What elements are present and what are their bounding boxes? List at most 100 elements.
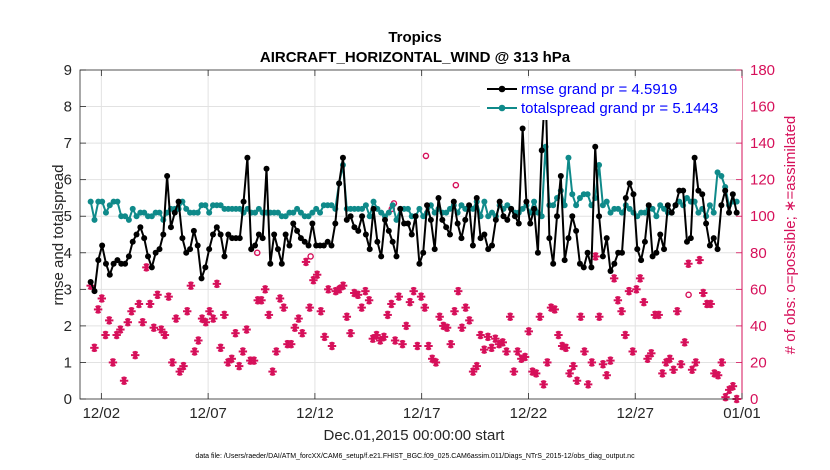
obs-assimilated-marker bbox=[498, 338, 507, 347]
rmse-point bbox=[431, 246, 438, 253]
rmse-point bbox=[194, 242, 201, 249]
rmse-point bbox=[439, 216, 446, 223]
rmse-point bbox=[190, 227, 197, 234]
rmse-point bbox=[175, 198, 182, 205]
obs-assimilated-marker bbox=[676, 360, 686, 369]
rmse-point bbox=[271, 231, 278, 238]
obs-assimilated-marker bbox=[639, 297, 649, 307]
rmse-point bbox=[729, 191, 736, 198]
rmse-point bbox=[527, 220, 534, 227]
rmse-point bbox=[156, 246, 163, 253]
rmse-point bbox=[561, 257, 568, 264]
y-left-tick-label: 2 bbox=[64, 318, 72, 335]
obs-assimilated-marker bbox=[97, 294, 107, 303]
rmse-point bbox=[209, 231, 216, 238]
rmse-point bbox=[672, 202, 679, 209]
rmse-point bbox=[370, 205, 377, 212]
rmse-point bbox=[618, 249, 625, 256]
rmse-point bbox=[466, 202, 473, 209]
obs-assimilated-marker bbox=[539, 380, 548, 389]
rmse-point bbox=[416, 260, 423, 267]
obs-assimilated-marker bbox=[476, 330, 485, 340]
y-left-tick-label: 8 bbox=[64, 99, 72, 116]
spread-point bbox=[297, 209, 304, 216]
x-tick-label: 12/17 bbox=[403, 405, 441, 422]
spread-point bbox=[550, 202, 557, 209]
obs-assimilated-marker bbox=[290, 323, 300, 332]
spread-point bbox=[596, 162, 603, 169]
rmse-point bbox=[267, 260, 274, 267]
rmse-point bbox=[531, 205, 538, 212]
obs-assimilated-marker bbox=[171, 314, 181, 323]
obs-assimilated-marker bbox=[647, 349, 656, 358]
spread-point bbox=[416, 205, 423, 212]
obs-assimilated-marker bbox=[327, 341, 337, 351]
rmse-point bbox=[278, 260, 285, 267]
obs-assimilated-marker bbox=[123, 318, 133, 327]
rmse-point bbox=[236, 235, 243, 242]
obs-assimilated-marker bbox=[632, 285, 641, 294]
spread-point bbox=[519, 205, 526, 212]
rmse-point bbox=[133, 231, 140, 238]
rmse-point bbox=[653, 249, 660, 256]
rmse-point bbox=[443, 224, 450, 231]
spread-point bbox=[458, 202, 465, 209]
rmse-point bbox=[152, 249, 159, 256]
rmse-point bbox=[485, 246, 492, 253]
y-right-tick-label: 0 bbox=[750, 391, 758, 408]
y-right-tick-label: 140 bbox=[750, 135, 775, 152]
rmse-point bbox=[320, 242, 327, 249]
legend-spread-label: totalspread grand pr = 5.1443 bbox=[521, 100, 718, 117]
obs-assimilated-marker bbox=[357, 303, 366, 312]
spread-point bbox=[87, 198, 94, 205]
rmse-point bbox=[511, 213, 518, 220]
obs-assimilated-marker bbox=[138, 318, 147, 327]
obs-assimilated-marker bbox=[591, 252, 600, 261]
obs-assimilated-marker bbox=[353, 290, 363, 300]
rmse-point bbox=[252, 242, 259, 249]
spread-point bbox=[443, 209, 450, 216]
series-lines bbox=[87, 81, 740, 295]
obs-assimilated-marker bbox=[294, 314, 303, 323]
rmse-point bbox=[336, 180, 343, 187]
y-right-tick-label: 20 bbox=[750, 354, 767, 371]
spread-point bbox=[531, 198, 538, 205]
obs-assimilated-marker bbox=[264, 310, 274, 320]
obs-assimilated-marker bbox=[587, 358, 597, 367]
rmse-point bbox=[259, 235, 266, 242]
rmse-point bbox=[649, 253, 656, 260]
rmse-point bbox=[538, 147, 545, 154]
obs-assimilated-marker bbox=[90, 343, 99, 353]
obs-assimilated-marker bbox=[565, 369, 574, 378]
obs-assimilated-marker bbox=[628, 347, 637, 356]
y-left-tick-label: 9 bbox=[64, 62, 72, 79]
obs-assimilated-marker bbox=[383, 310, 392, 320]
rmse-point bbox=[557, 173, 564, 180]
spread-point bbox=[217, 202, 224, 209]
obs-assimilated-marker bbox=[105, 316, 114, 325]
rmse-point bbox=[102, 260, 109, 267]
obs-assimilated-marker bbox=[420, 303, 430, 312]
spread-point bbox=[618, 209, 625, 216]
y-left-tick-label: 4 bbox=[64, 245, 72, 262]
obs-assimilated-marker bbox=[153, 290, 162, 300]
x-axis-label: Dec.01,2015 00:00:00 start bbox=[324, 427, 506, 444]
obs-assimilated-marker bbox=[145, 299, 155, 309]
spread-point bbox=[359, 205, 366, 212]
rmse-point bbox=[626, 180, 633, 187]
rmse-point bbox=[122, 260, 129, 267]
rmse-point bbox=[661, 246, 668, 253]
rmse-point bbox=[435, 194, 442, 201]
obs-assimilated-marker bbox=[260, 285, 270, 294]
obs-assimilated-marker bbox=[212, 279, 222, 289]
obs-assimilated-marker bbox=[695, 255, 704, 265]
obs-assimilated-marker bbox=[461, 303, 470, 312]
obs-assimilated-marker bbox=[279, 303, 288, 312]
rmse-point bbox=[274, 246, 281, 253]
x-tick-label: 12/27 bbox=[616, 405, 654, 422]
rmse-point bbox=[611, 260, 618, 267]
obs-assimilated-marker bbox=[669, 365, 678, 374]
obs-assimilated-marker bbox=[257, 296, 266, 305]
obs-assimilated-marker bbox=[112, 330, 121, 340]
obs-assimilated-marker bbox=[680, 338, 689, 347]
